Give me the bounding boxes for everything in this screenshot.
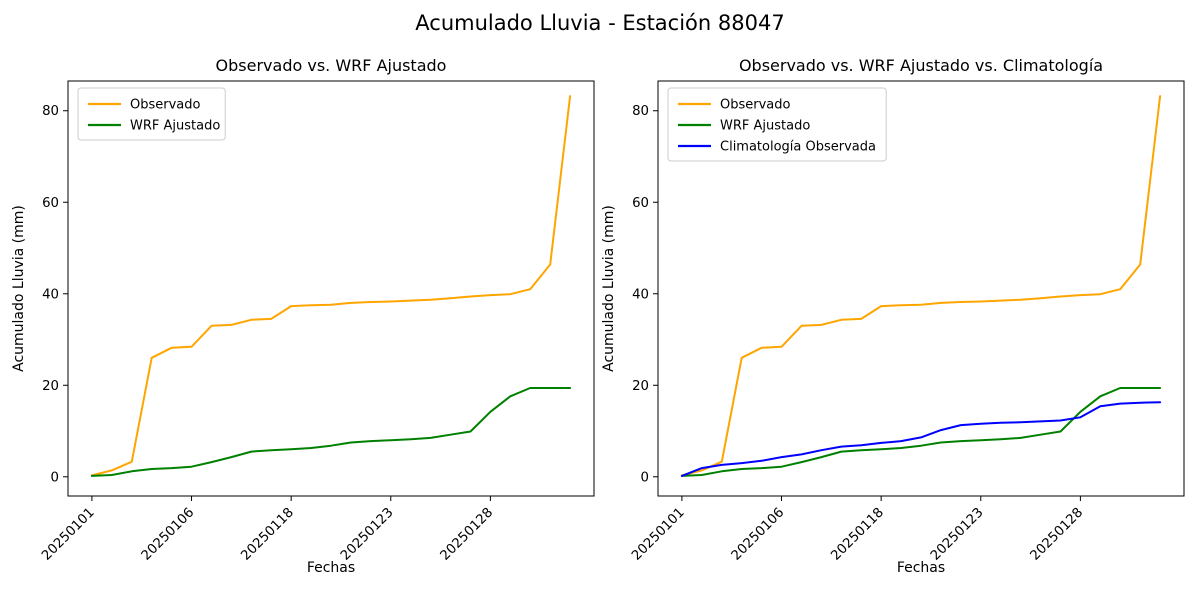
y-tick-label: 0 (641, 470, 649, 485)
x-tick-label: 20250101 (39, 505, 97, 563)
legend-box (667, 87, 887, 162)
y-axis-label: Acumulado Lluvia (mm) (11, 205, 27, 372)
x-tick-label: 20250106 (139, 505, 197, 563)
x-tick-label: 20250101 (629, 505, 687, 563)
legend-label: Climatología Observada (720, 140, 876, 155)
legend-label: WRF Ajustado (720, 119, 810, 134)
axes-title: Observado vs. WRF Ajustado vs. Climatolo… (739, 56, 1103, 75)
legend: Observado WRF Ajustado (77, 87, 226, 141)
axes-frame (657, 80, 1185, 497)
x-axis-label: Fechas (897, 560, 945, 576)
y-tick-label: 80 (42, 104, 59, 119)
legend-label: Observado (720, 98, 791, 113)
y-tick-label: 40 (632, 287, 649, 302)
y-tick-label: 60 (632, 196, 649, 211)
y-tick-label: 40 (42, 287, 59, 302)
series-line-observado (680, 95, 1162, 477)
x-tick-label: 20250128 (1028, 505, 1086, 563)
x-tick-label: 20250118 (829, 505, 887, 563)
legend-box (77, 87, 226, 141)
legend: Observado WRF Ajustado Climatología Observ… (667, 87, 887, 162)
x-axis-label: Fechas (307, 560, 355, 576)
axes-frame (67, 80, 595, 497)
subplot-0: Observado vs. WRF Ajustado 0 20 40 60 80 20250… (11, 56, 595, 576)
legend-label: Observado (130, 98, 201, 113)
series-line-observado (90, 95, 572, 477)
y-tick-label: 0 (51, 470, 59, 485)
axes-title: Observado vs. WRF Ajustado (216, 56, 447, 75)
x-tick-label: 20250128 (438, 505, 496, 563)
y-tick-label: 60 (42, 196, 59, 211)
x-tick-label: 20250118 (239, 505, 297, 563)
subplot-1: Observado vs. WRF Ajustado vs. Climatolo… (601, 56, 1185, 576)
series-line-climatolog-a-observada (680, 401, 1162, 477)
series-line-wrf-ajustado (90, 387, 572, 477)
figure-suptitle: Acumulado Lluvia - Estación 88047 (415, 11, 785, 35)
x-tick-label: 20250123 (338, 505, 396, 563)
y-tick-label: 20 (42, 379, 59, 394)
x-tick-label: 20250123 (928, 505, 986, 563)
series-line-wrf-ajustado (680, 387, 1162, 477)
legend-label: WRF Ajustado (130, 119, 220, 134)
y-axis-label: Acumulado Lluvia (mm) (601, 205, 617, 372)
y-tick-label: 80 (632, 104, 649, 119)
x-tick-label: 20250106 (729, 505, 787, 563)
y-tick-label: 20 (632, 379, 649, 394)
